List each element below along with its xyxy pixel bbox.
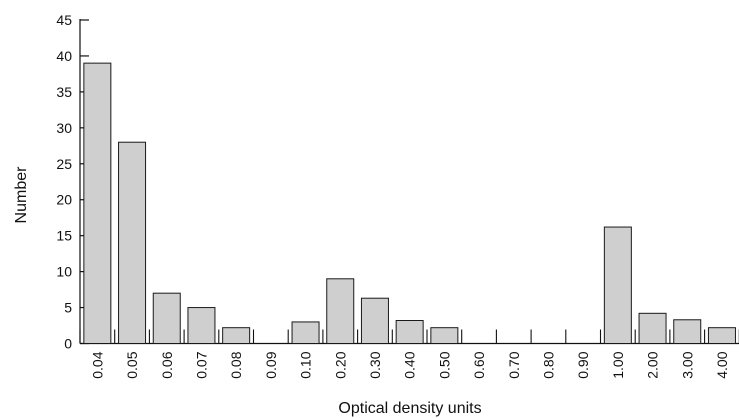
x-tick-label: 0.10 bbox=[298, 351, 314, 378]
x-tick-label: 0.90 bbox=[575, 351, 591, 378]
y-axis-title: Number bbox=[13, 166, 30, 224]
bar-3.00 bbox=[673, 319, 702, 345]
x-tick-label: 2.00 bbox=[645, 351, 661, 378]
y-tick-label: 10 bbox=[56, 264, 72, 280]
x-tick-label: 4.00 bbox=[714, 351, 730, 378]
y-tick-labels: 0 5 10 15 20 25 30 35 40 45 bbox=[56, 12, 72, 352]
x-axis-title: Optical density units bbox=[338, 400, 481, 417]
bar-0.40 bbox=[395, 319, 424, 344]
x-tick-label: 0.30 bbox=[367, 351, 383, 378]
x-tick-label: 0.40 bbox=[402, 351, 418, 378]
bar-1.00 bbox=[603, 226, 632, 344]
bar-0.10 bbox=[291, 321, 320, 344]
bar-0.05 bbox=[118, 141, 147, 344]
bar-0.20 bbox=[326, 278, 355, 344]
x-tick-label: 0.70 bbox=[506, 351, 522, 378]
y-tick-label: 15 bbox=[56, 228, 72, 244]
x-tick-label: 0.05 bbox=[124, 351, 140, 378]
y-tick-label: 40 bbox=[56, 48, 72, 64]
x-tick-label: 0.20 bbox=[332, 351, 348, 378]
bar-4.00 bbox=[707, 327, 736, 345]
y-tick-label: 45 bbox=[56, 12, 72, 28]
x-tick-label: 0.80 bbox=[540, 351, 556, 378]
x-tick-label: 0.09 bbox=[263, 351, 279, 378]
x-tick-label: 0.07 bbox=[193, 351, 209, 378]
y-tick-label: 5 bbox=[64, 300, 72, 316]
bar-0.30 bbox=[360, 297, 389, 344]
x-tick-label: 0.06 bbox=[159, 351, 175, 378]
y-tick-label: 0 bbox=[64, 336, 72, 352]
bar-0.07 bbox=[187, 307, 216, 344]
bars bbox=[83, 62, 736, 345]
x-tick-label: 3.00 bbox=[679, 351, 695, 378]
bar-0.50 bbox=[430, 327, 459, 345]
x-tick-label: 0.08 bbox=[228, 351, 244, 378]
bar-0.08 bbox=[222, 327, 251, 345]
bar-0.06 bbox=[152, 292, 181, 344]
y-tick-label: 35 bbox=[56, 84, 72, 100]
x-tick-label: 0.04 bbox=[89, 351, 105, 378]
x-tick-label: 0.60 bbox=[471, 351, 487, 378]
x-tick-labels: 0.04 0.05 0.06 0.07 0.08 0.09 0.10 0.20 0.30 0.40… bbox=[89, 351, 730, 378]
x-tick-label: 1.00 bbox=[610, 351, 626, 378]
x-tick-label: 0.50 bbox=[436, 351, 452, 378]
bar-2.00 bbox=[638, 312, 667, 345]
y-tick-label: 25 bbox=[56, 156, 72, 172]
y-tick-label: 30 bbox=[56, 120, 72, 136]
ticks bbox=[79, 19, 739, 345]
y-tick-label: 20 bbox=[56, 192, 72, 208]
bar-0.04 bbox=[83, 62, 112, 345]
